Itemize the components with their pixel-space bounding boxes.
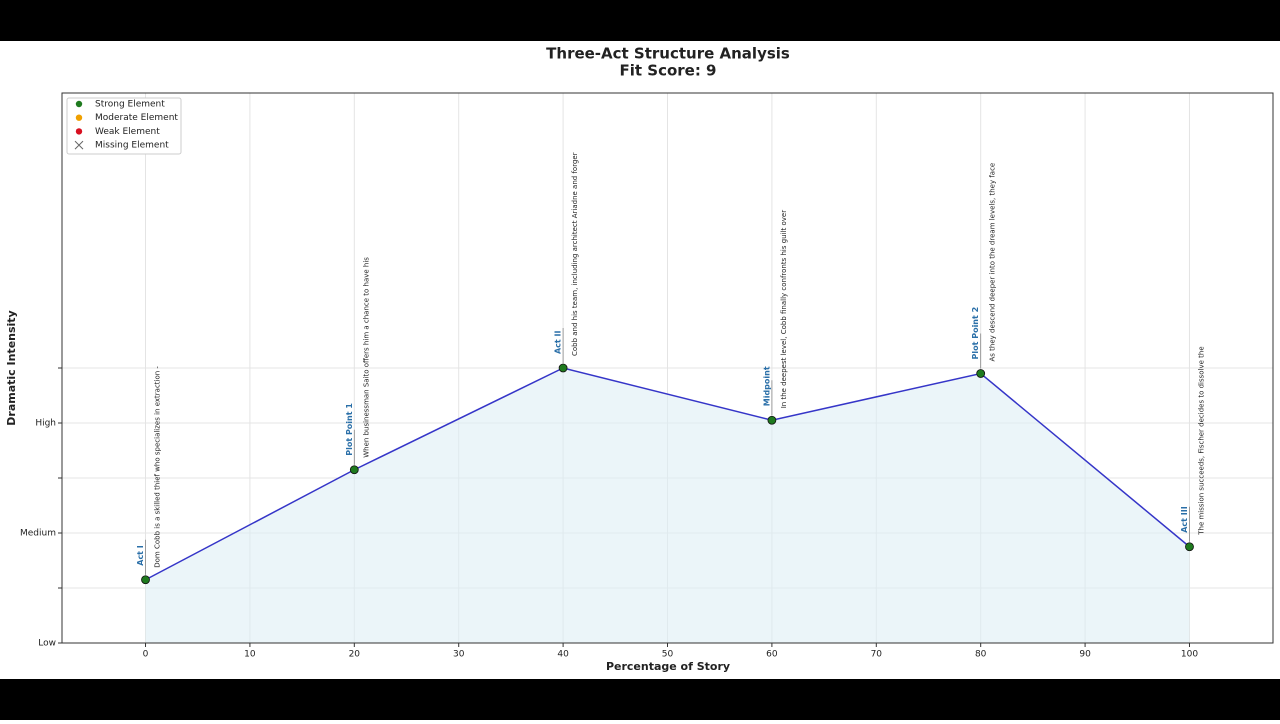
legend-marker	[75, 128, 83, 135]
bottom-bar	[0, 679, 1280, 720]
x-tick-label: 10	[244, 650, 256, 660]
top-bar	[0, 0, 1280, 41]
x-tick-label: 70	[871, 650, 883, 660]
x-tick-label: 20	[349, 650, 361, 660]
point	[141, 575, 150, 585]
point-label: Act II	[554, 330, 563, 354]
x-tick-label: 30	[453, 650, 465, 660]
plot-frame	[61, 92, 1274, 644]
point	[349, 465, 359, 475]
point-description: When businessman Saito offers him a chan…	[362, 257, 370, 458]
y-axis-label: Dramatic Intensity	[5, 310, 18, 425]
legend-box	[66, 97, 182, 155]
x-tick-label: 60	[766, 650, 778, 660]
y-tick-label: High	[35, 419, 56, 429]
point-label: Midpoint	[762, 366, 771, 406]
x-tick-label: 0	[143, 650, 149, 660]
y-tick-label: Low	[38, 639, 56, 649]
point-description: The mission succeeds, Fischer decides to…	[1197, 346, 1205, 535]
x-tick-label: 100	[1181, 650, 1198, 660]
legend-label: Moderate Element	[95, 113, 178, 123]
legend-marker	[74, 140, 84, 150]
point-label: Plot Point 2	[971, 307, 980, 360]
x-tick-label: 40	[557, 650, 569, 660]
point	[558, 363, 568, 373]
x-axis-label: Percentage of Story	[606, 660, 730, 673]
area	[145, 368, 1190, 643]
point-description: In the deepest level, Cobb finally confr…	[780, 210, 788, 408]
point-label: Plot Point 1	[345, 403, 354, 456]
point-label: Act I	[136, 545, 145, 566]
x-tick-label: 50	[662, 650, 674, 660]
legend-label: Strong Element	[95, 100, 165, 110]
legend-label: Weak Element	[95, 127, 160, 137]
point	[976, 369, 986, 378]
x-tick-label: 90	[1079, 650, 1091, 660]
point-description: Dom Cobb is a skilled thief who speciali…	[154, 366, 162, 568]
legend-marker	[75, 114, 83, 121]
point-description: As they descend deeper into the dream le…	[989, 163, 997, 362]
legend-label: Missing Element	[95, 141, 169, 151]
chart-title: Three-Act Structure Analysis	[546, 45, 790, 63]
point	[767, 415, 777, 425]
y-tick-label: Medium	[20, 529, 56, 539]
legend-marker	[75, 100, 83, 108]
point-description: Cobb and his team, including architect A…	[571, 152, 579, 356]
chart-subtitle: Fit Score: 9	[619, 62, 716, 80]
point	[1185, 542, 1194, 552]
point-label: Act III	[1180, 506, 1189, 532]
line	[145, 367, 1190, 581]
x-tick-label: 80	[975, 650, 987, 660]
